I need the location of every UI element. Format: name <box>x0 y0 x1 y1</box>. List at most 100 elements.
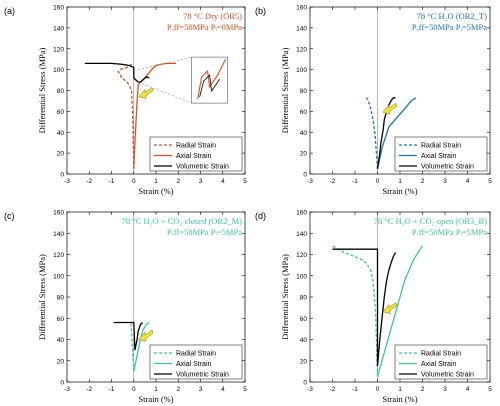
x-tick-label: 3 <box>199 178 203 185</box>
y-tick-label: 20 <box>300 151 308 158</box>
x-tick-label: 5 <box>243 386 247 393</box>
chart-panel-2: -3 -2 -1 0 1 2 3 4 5 0 20 40 60 80 100 120 140 160 Strain … <box>255 5 492 197</box>
y-axis-label: Differential Stress (MPa) <box>37 254 47 340</box>
series-volumetric-line <box>84 62 150 83</box>
annotation-arrow <box>138 87 154 99</box>
y-tick-label: 100 <box>296 273 307 280</box>
y-tick-label: 60 <box>300 109 308 116</box>
y-tick-label: 140 <box>296 25 307 32</box>
annotation-arrow <box>138 329 154 342</box>
series-radial-line <box>332 245 379 377</box>
series-radial-line <box>129 322 135 372</box>
y-tick-label: 80 <box>57 295 65 302</box>
x-tick-label: -2 <box>86 386 92 393</box>
legend-entry: Volumetric Strain <box>421 164 474 171</box>
legend-entry: Axial Strain <box>421 153 457 160</box>
inset-frame <box>191 56 228 104</box>
legend-entry: Radial Strain <box>176 143 216 150</box>
chart-panel-3: -3 -2 -1 0 1 2 3 4 5 0 20 40 60 80 100 120 140 160 Strain … <box>4 210 247 405</box>
y-tick-label: 40 <box>57 337 65 344</box>
y-tick-label: 80 <box>57 88 65 95</box>
legend-box <box>149 136 243 172</box>
panel-title-line: 78 °C Dry (OR5) <box>183 11 242 21</box>
inset-connector <box>138 56 192 70</box>
legend-entry: Volumetric Strain <box>176 372 229 379</box>
y-tick-label: 0 <box>303 172 307 179</box>
x-tick-label: 2 <box>421 178 425 185</box>
legend-entry: Volumetric Strain <box>176 164 229 171</box>
y-tick-label: 120 <box>53 252 64 259</box>
x-tick-label: 4 <box>221 178 225 185</box>
panel-label: (c) <box>4 211 15 221</box>
legend-box <box>149 344 243 380</box>
annotation-arrow <box>382 302 398 314</box>
x-tick-label: -3 <box>64 178 70 185</box>
y-tick-label: 100 <box>53 273 64 280</box>
legend-entry: Axial Strain <box>421 361 457 368</box>
x-tick-label: 2 <box>176 178 180 185</box>
y-tick-label: 60 <box>300 316 308 323</box>
y-axis-label: Differential Stress (MPa) <box>37 47 47 133</box>
chart-panel-4: -3 -2 -1 0 1 2 3 4 5 0 20 40 60 80 100 120 140 160 Strain … <box>255 210 492 405</box>
y-tick-label: 140 <box>296 231 307 238</box>
legend-entry: Radial Strain <box>421 351 461 358</box>
y-tick-label: 0 <box>303 380 307 387</box>
legend-box <box>394 344 488 380</box>
y-tick-label: 140 <box>53 25 64 32</box>
y-tick-label: 0 <box>60 380 64 387</box>
y-tick-label: 20 <box>57 151 65 158</box>
series-volumetric-line <box>113 321 144 351</box>
panel-label: (b) <box>255 6 266 16</box>
inset-volumetric-line <box>199 74 220 98</box>
x-tick-label: 2 <box>176 386 180 393</box>
y-tick-label: 40 <box>300 130 308 137</box>
y-tick-label: 60 <box>57 316 65 323</box>
x-tick-label: -1 <box>109 386 115 393</box>
x-tick-label: 1 <box>398 386 402 393</box>
inset-connector <box>138 81 192 104</box>
y-tick-label: 60 <box>57 109 65 116</box>
panel-title-line: 78 °C H₂O + CO₂ closed (OR2_M) <box>122 216 243 226</box>
x-tick-label: -3 <box>307 386 313 393</box>
y-tick-label: 120 <box>53 46 64 53</box>
series-volumetric-line <box>332 248 397 367</box>
x-axis-label: Strain (%) <box>138 394 173 404</box>
x-tick-label: 0 <box>132 178 136 185</box>
y-tick-label: 160 <box>296 210 307 217</box>
annotation-arrow <box>382 102 398 115</box>
series-radial-line <box>365 97 379 169</box>
x-tick-label: -1 <box>109 178 115 185</box>
panel-title-line: 78 °C H₂O (OR2_T) <box>417 11 488 21</box>
x-tick-label: 3 <box>199 386 203 393</box>
y-axis-label: Differential Stress (MPa) <box>280 47 290 133</box>
x-tick-label: -2 <box>330 386 336 393</box>
x-tick-label: 1 <box>154 386 158 393</box>
y-tick-label: 20 <box>57 358 65 365</box>
legend-entry: Axial Strain <box>176 153 212 160</box>
y-tick-label: 80 <box>300 295 308 302</box>
legend-box <box>394 136 488 172</box>
panel-label: (d) <box>255 211 266 221</box>
series-axial-line <box>376 97 417 169</box>
x-tick-label: 2 <box>421 386 425 393</box>
y-tick-label: 160 <box>296 5 307 12</box>
x-axis-label: Strain (%) <box>138 186 173 196</box>
x-tick-label: -3 <box>307 178 313 185</box>
series-volumetric-line <box>376 97 396 169</box>
chart-panel-1: -3 -2 -1 0 1 2 3 4 5 0 20 40 60 80 100 120 140 160 Strain … <box>4 5 247 197</box>
y-tick-label: 120 <box>296 46 307 53</box>
y-tick-label: 20 <box>300 358 308 365</box>
legend-entry: Axial Strain <box>176 361 212 368</box>
y-tick-label: 100 <box>296 67 307 74</box>
legend-entry: Radial Strain <box>176 351 216 358</box>
y-axis-label: Differential Stress (MPa) <box>280 254 290 340</box>
x-tick-label: 4 <box>466 178 470 185</box>
series-radial-line <box>117 62 135 169</box>
legend-entry: Volumetric Strain <box>421 372 474 379</box>
x-tick-label: -2 <box>86 178 92 185</box>
x-axis-label: Strain (%) <box>382 186 417 196</box>
x-tick-label: -2 <box>330 178 336 185</box>
x-tick-label: 0 <box>376 178 380 185</box>
y-tick-label: 80 <box>300 88 308 95</box>
